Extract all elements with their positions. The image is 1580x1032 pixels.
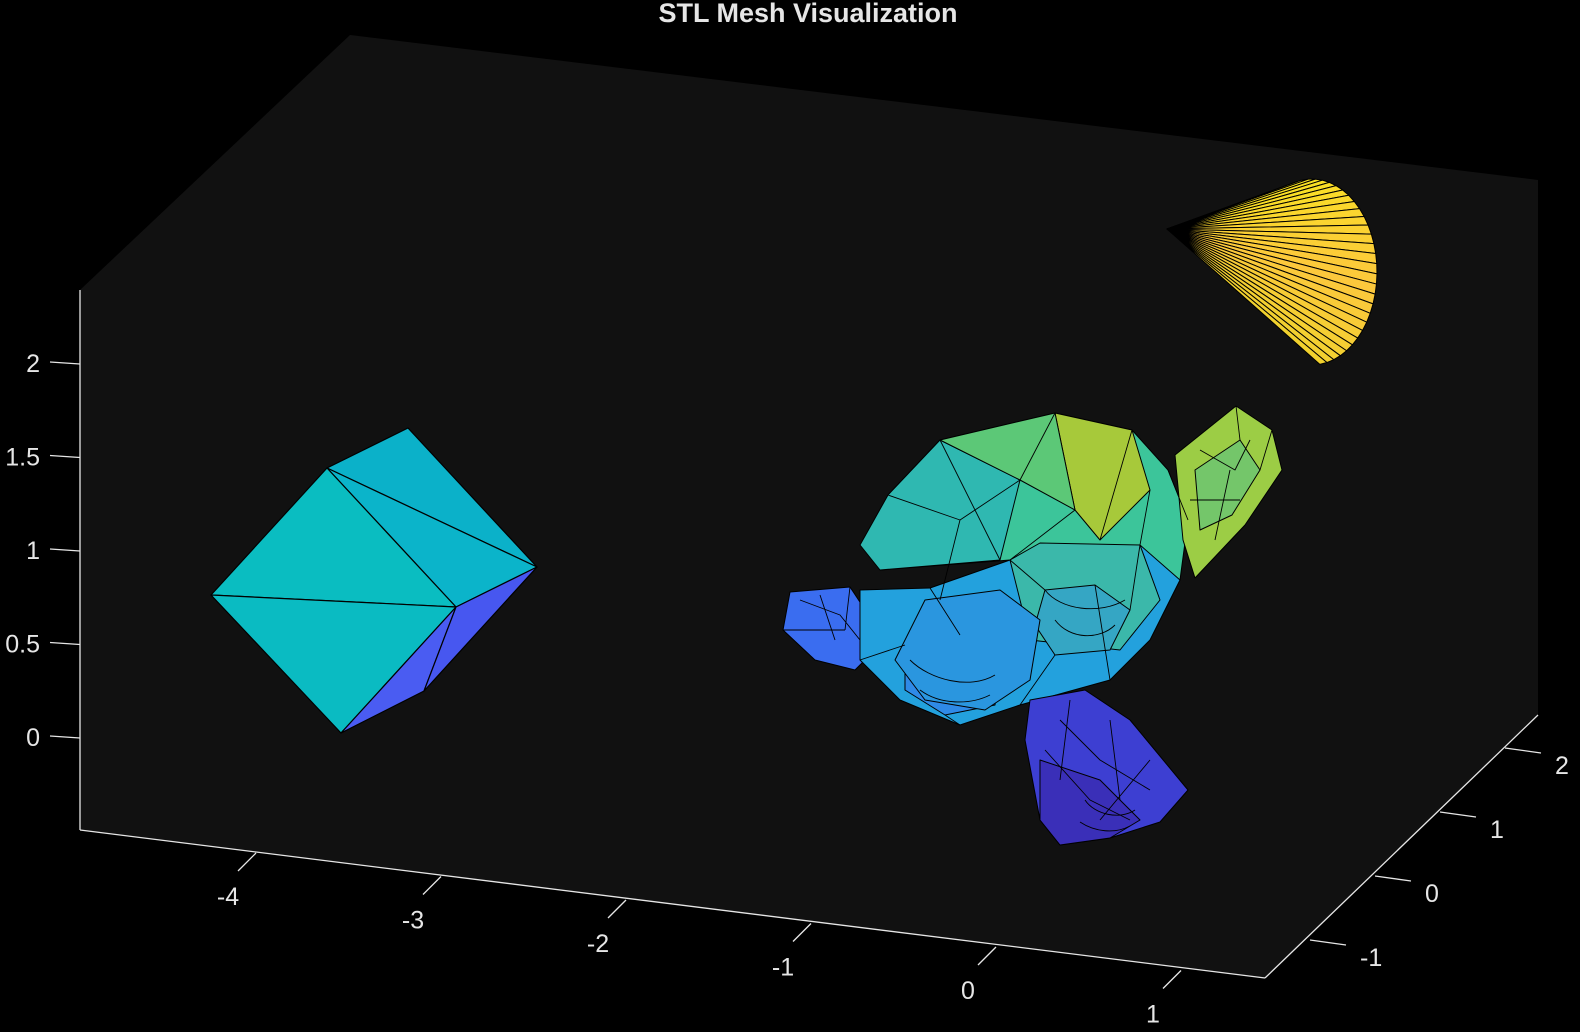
z-tick-label: 0.5 [5, 631, 40, 659]
x-tick-label: -4 [217, 883, 239, 911]
x-tick [422, 876, 442, 895]
octahedron-mesh[interactable] [210, 427, 538, 734]
y-tick [1309, 939, 1347, 946]
z-tick [49, 548, 81, 552]
back-wall [80, 35, 1538, 978]
y-tick-label: 2 [1555, 752, 1569, 780]
y-tick-label: -1 [1360, 944, 1382, 972]
y-tick [1504, 747, 1542, 754]
y-axis-line [1264, 714, 1539, 979]
z-tick-label: 1 [26, 537, 40, 565]
x-tick [237, 852, 257, 872]
suzanne-ear-right-inner [1194, 439, 1261, 531]
y-tick [1439, 811, 1477, 818]
y-tick [1374, 875, 1412, 882]
y-tick-label: 0 [1425, 880, 1439, 908]
z-tick [49, 641, 81, 646]
x-tick [792, 923, 812, 942]
octahedron-face-right2 [423, 566, 538, 692]
cone-mesh[interactable] [1166, 178, 1378, 365]
suzanne-mesh[interactable] [782, 405, 1283, 846]
suzanne-snout [894, 589, 1041, 711]
cone-facet [1166, 228, 1328, 365]
z-tick-label: 2 [26, 350, 40, 378]
x-tick [1162, 970, 1182, 989]
x-tick-label: 0 [961, 977, 975, 1005]
z-tick [49, 735, 81, 739]
x-tick-label: -2 [587, 930, 609, 958]
z-tick [49, 454, 81, 459]
x-axis-line [79, 829, 1266, 979]
y-tick-label: 1 [1490, 816, 1504, 844]
x-tick [977, 946, 997, 966]
z-tick-label: 0 [26, 724, 40, 752]
x-tick [607, 899, 627, 919]
z-tick-label: 1.5 [5, 444, 40, 472]
chart-title: STL Mesh Visualization [658, 0, 958, 28]
x-tick-label: -1 [772, 954, 794, 982]
x-tick-label: -3 [402, 907, 424, 935]
x-tick-label: 1 [1146, 1001, 1160, 1029]
suzanne-chin-dark [1039, 759, 1141, 846]
z-tick [49, 361, 81, 365]
